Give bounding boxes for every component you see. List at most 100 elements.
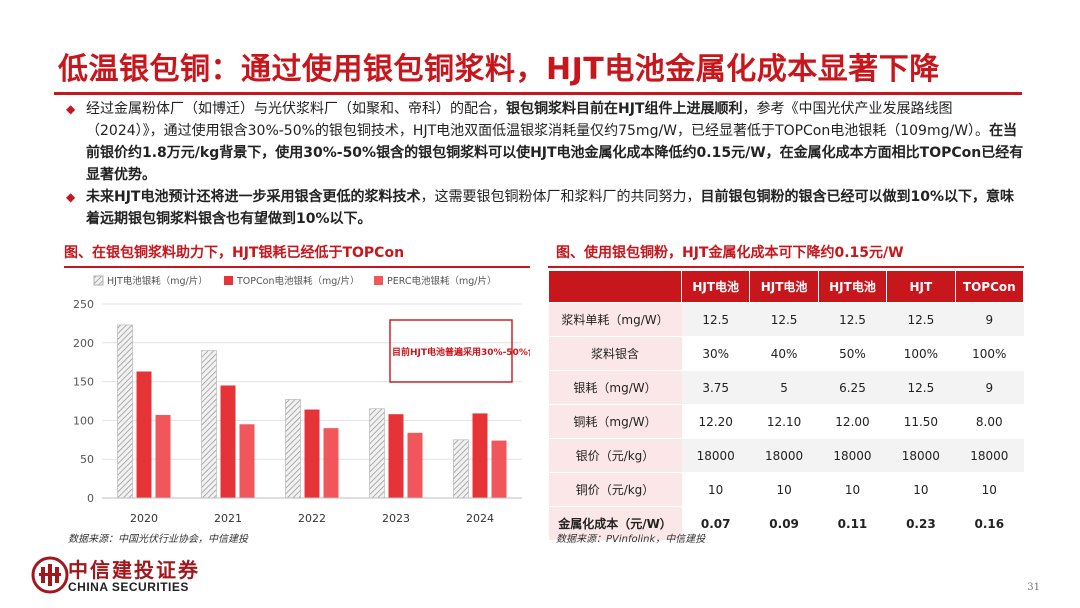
- bullet-2: 未来HJT电池预计还将进一步采用银含更低的浆料技术，这需要银包铜粉体厂和浆料厂的…: [64, 186, 1024, 230]
- bar-2020-series-3: [155, 414, 171, 498]
- table-cell: 12.5: [886, 302, 956, 337]
- bullet-2-segment: 目前银包铜粉的银含已经可以做到10%以下，意味着远期银包铜浆料银含也有望做到10…: [86, 189, 1014, 227]
- annotation-box: [389, 319, 513, 383]
- table-cell: 3.75: [681, 370, 750, 405]
- table-row: 银价（元/kg） 18000 18000 18000 18000 18000: [548, 438, 1024, 473]
- bullet-2-segment: 未来HJT电池预计还将进一步采用银含更低的浆料技术: [86, 189, 421, 205]
- x-tick-label: 2023: [382, 512, 410, 524]
- bar-2020-series-2: [136, 371, 152, 498]
- table-cell: 10: [749, 472, 819, 507]
- table-cell: 10: [818, 472, 887, 507]
- table-cell: 30%: [681, 336, 750, 371]
- table-row-label: 铜价（元/kg）: [548, 472, 682, 507]
- left-chart-caption: 图、在银包铜浆料助力下，HJT银耗已经低于TOPCon: [64, 245, 405, 261]
- table-cell: 12.10: [749, 404, 819, 439]
- table-row-label: 铜耗（mg/W）: [548, 404, 682, 439]
- left-source: 数据来源：中国光伏行业协会，中信建投: [68, 534, 248, 545]
- x-tick-label: 2021: [214, 512, 242, 524]
- table-cell: 10: [681, 472, 750, 507]
- x-tick-label: 2024: [466, 512, 494, 524]
- table-row: 铜价（元/kg） 10 10 10 10 10: [548, 472, 1024, 507]
- table-cell: 12.5: [886, 370, 956, 405]
- title-divider: [54, 92, 1022, 95]
- table-cell: 12.20: [681, 404, 750, 439]
- bar-2022-series-2: [304, 409, 320, 498]
- bar-2023-series-3: [407, 432, 423, 498]
- table-header-cell: TOPCon: [954, 270, 1025, 303]
- table-total-row: 金属化成本（元/W） 0.07 0.09 0.11 0.23 0.16: [548, 506, 1024, 541]
- table-header-cell: HJT: [886, 270, 956, 303]
- table-cell: 10: [886, 472, 956, 507]
- table-cell: 0.07: [681, 506, 750, 541]
- table-cell: 18000: [886, 438, 956, 473]
- bar-2021-series-3: [239, 424, 255, 498]
- table-cell: 100%: [886, 336, 956, 371]
- table-row-label: 金属化成本（元/W）: [548, 506, 682, 541]
- table-cell: 100%: [955, 336, 1024, 371]
- legend-label: PERC电池银耗（mg/片）: [387, 275, 496, 287]
- table-row: 银耗（mg/W） 3.75 5 6.25 12.5 9: [548, 370, 1024, 405]
- table-cell: 18000: [681, 438, 750, 473]
- right-source: 数据来源：PVinfolink，中信建投: [556, 534, 706, 545]
- legend-swatch: [374, 276, 383, 285]
- bar-2022-series-1: [285, 399, 301, 499]
- bar-2021-series-1: [201, 350, 217, 499]
- left-caption-rule: [64, 266, 530, 268]
- citic-logo-icon: [31, 556, 69, 594]
- y-tick-label: 150: [73, 376, 94, 389]
- table-header-row: HJT电池 HJT电池 HJT电池 HJT TOPCon: [548, 270, 1025, 303]
- table-cell: 12.5: [681, 302, 750, 337]
- bullet-1-segment: 在当前银价约1.8万元/kg背景下，使用30%-50%银含的银包铜浆料可以使HJ…: [86, 123, 1024, 183]
- bullet-1-segment: ，参考《中国光伏产业发展路线图（2024）》，通过使用银含30%-50%的银包铜…: [86, 101, 990, 139]
- table-header-cell: HJT电池: [817, 270, 888, 303]
- table-cell: 18000: [749, 438, 819, 473]
- legend-label: TOPCon电池银耗（mg/片）: [236, 275, 359, 287]
- table-row: 浆料单耗（mg/W） 12.5 12.5 12.5 12.5 9: [548, 302, 1024, 337]
- bar-2024-series-2: [472, 413, 488, 498]
- table-cell: 12.00: [818, 404, 887, 439]
- table-row: 浆料银含 30% 40% 50% 100% 100%: [548, 336, 1024, 371]
- table-cell: 9: [955, 370, 1024, 405]
- table-row-label: 浆料单耗（mg/W）: [548, 302, 682, 337]
- table-row-label: 浆料银含: [548, 336, 682, 371]
- table-cell: 12.5: [749, 302, 819, 337]
- right-table-caption: 图、使用银包铜粉，HJT金属化成本可下降约0.15元/W: [556, 245, 904, 261]
- x-tick-label: 2022: [298, 512, 326, 524]
- table-header-cell: [548, 270, 682, 303]
- table-cell: 0.23: [886, 506, 956, 541]
- logo-english-name: CHINA SECURITIES: [68, 580, 189, 594]
- legend-swatch: [93, 275, 104, 286]
- table-cell: 12.5: [818, 302, 887, 337]
- table-cell: 18000: [818, 438, 887, 473]
- y-tick-label: 200: [73, 337, 94, 350]
- right-caption-rule: [548, 266, 1024, 268]
- table-cell: 5: [749, 370, 819, 405]
- bar-2021-series-2: [220, 385, 236, 498]
- annotation-text: 目前HJT电池普遍采用30%-50%含: [392, 346, 530, 358]
- y-tick-label: 250: [73, 298, 94, 311]
- y-tick-label: 50: [80, 453, 94, 466]
- bullet-1-segment: 银包铜浆料目前在HJT组件上进展顺利: [506, 101, 743, 117]
- y-tick-label: 0: [87, 492, 94, 505]
- page-title: 低温银包铜：通过使用银包铜浆料，HJT电池金属化成本显著下降: [58, 52, 940, 87]
- table-row: 铜耗（mg/W） 12.20 12.10 12.00 11.50 8.00: [548, 404, 1024, 439]
- page-number: 31: [1027, 582, 1040, 593]
- table-header-cell: HJT电池: [680, 270, 751, 303]
- table-cell: 8.00: [955, 404, 1024, 439]
- logo-chinese-name: 中信建投证券: [68, 558, 200, 582]
- table-row-label: 银价（元/kg）: [548, 438, 682, 473]
- x-tick-label: 2020: [130, 512, 158, 524]
- legend-swatch: [224, 276, 233, 285]
- table-cell: 10: [955, 472, 1024, 507]
- bar-2024-series-1: [453, 439, 469, 499]
- table-cell: 40%: [749, 336, 819, 371]
- table-cell: 50%: [818, 336, 887, 371]
- table-cell: 0.11: [818, 506, 887, 541]
- table-cell: 18000: [955, 438, 1024, 473]
- table-cell: 0.09: [749, 506, 819, 541]
- bar-2022-series-3: [323, 428, 339, 498]
- bar-2023-series-2: [388, 414, 404, 498]
- metallization-cost-table: HJT电池 HJT电池 HJT电池 HJT TOPCon 浆料单耗（mg/W） 12.5 1…: [548, 270, 1025, 541]
- bar-2023-series-1: [369, 408, 385, 499]
- y-tick-label: 100: [73, 414, 94, 427]
